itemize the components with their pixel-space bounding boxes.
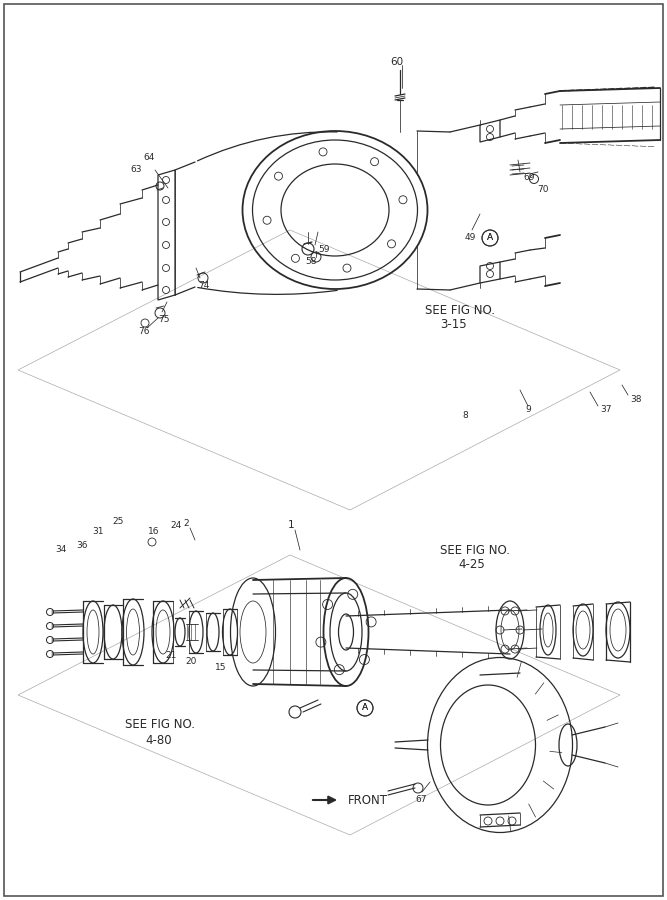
Text: 20: 20 — [185, 658, 196, 667]
Text: 24: 24 — [170, 520, 181, 529]
Text: 59: 59 — [318, 245, 329, 254]
Text: 25: 25 — [112, 518, 123, 526]
Text: 16: 16 — [148, 527, 159, 536]
Text: 2: 2 — [183, 519, 189, 528]
Text: SEE FIG NO.: SEE FIG NO. — [440, 544, 510, 556]
Text: A: A — [487, 233, 493, 242]
Text: 34: 34 — [55, 545, 67, 554]
Text: FRONT: FRONT — [348, 794, 388, 806]
Text: A: A — [362, 704, 368, 713]
Text: 67: 67 — [415, 796, 426, 805]
Text: 37: 37 — [600, 406, 612, 415]
Text: 4-25: 4-25 — [458, 559, 485, 572]
Text: 36: 36 — [76, 541, 87, 550]
Text: 75: 75 — [158, 314, 169, 323]
Text: 3-15: 3-15 — [440, 319, 467, 331]
Text: 1: 1 — [288, 520, 295, 530]
Text: 15: 15 — [215, 663, 227, 672]
Text: 64: 64 — [143, 154, 154, 163]
Text: 58: 58 — [305, 257, 317, 266]
Text: 38: 38 — [630, 395, 642, 404]
Text: 76: 76 — [138, 328, 149, 337]
Text: 8: 8 — [462, 410, 468, 419]
Text: 69: 69 — [523, 174, 534, 183]
Text: SEE FIG NO.: SEE FIG NO. — [125, 718, 195, 732]
Text: A: A — [487, 233, 493, 242]
Text: 49: 49 — [465, 232, 476, 241]
Text: 4-80: 4-80 — [145, 734, 171, 746]
Text: 31: 31 — [92, 527, 103, 536]
Text: 63: 63 — [130, 166, 141, 175]
Text: 70: 70 — [537, 185, 548, 194]
Text: 60: 60 — [390, 57, 403, 67]
Text: 21: 21 — [165, 651, 176, 660]
Text: 9: 9 — [525, 406, 531, 415]
Text: 74: 74 — [198, 282, 209, 291]
Text: SEE FIG NO.: SEE FIG NO. — [425, 303, 495, 317]
Text: A: A — [362, 704, 368, 713]
